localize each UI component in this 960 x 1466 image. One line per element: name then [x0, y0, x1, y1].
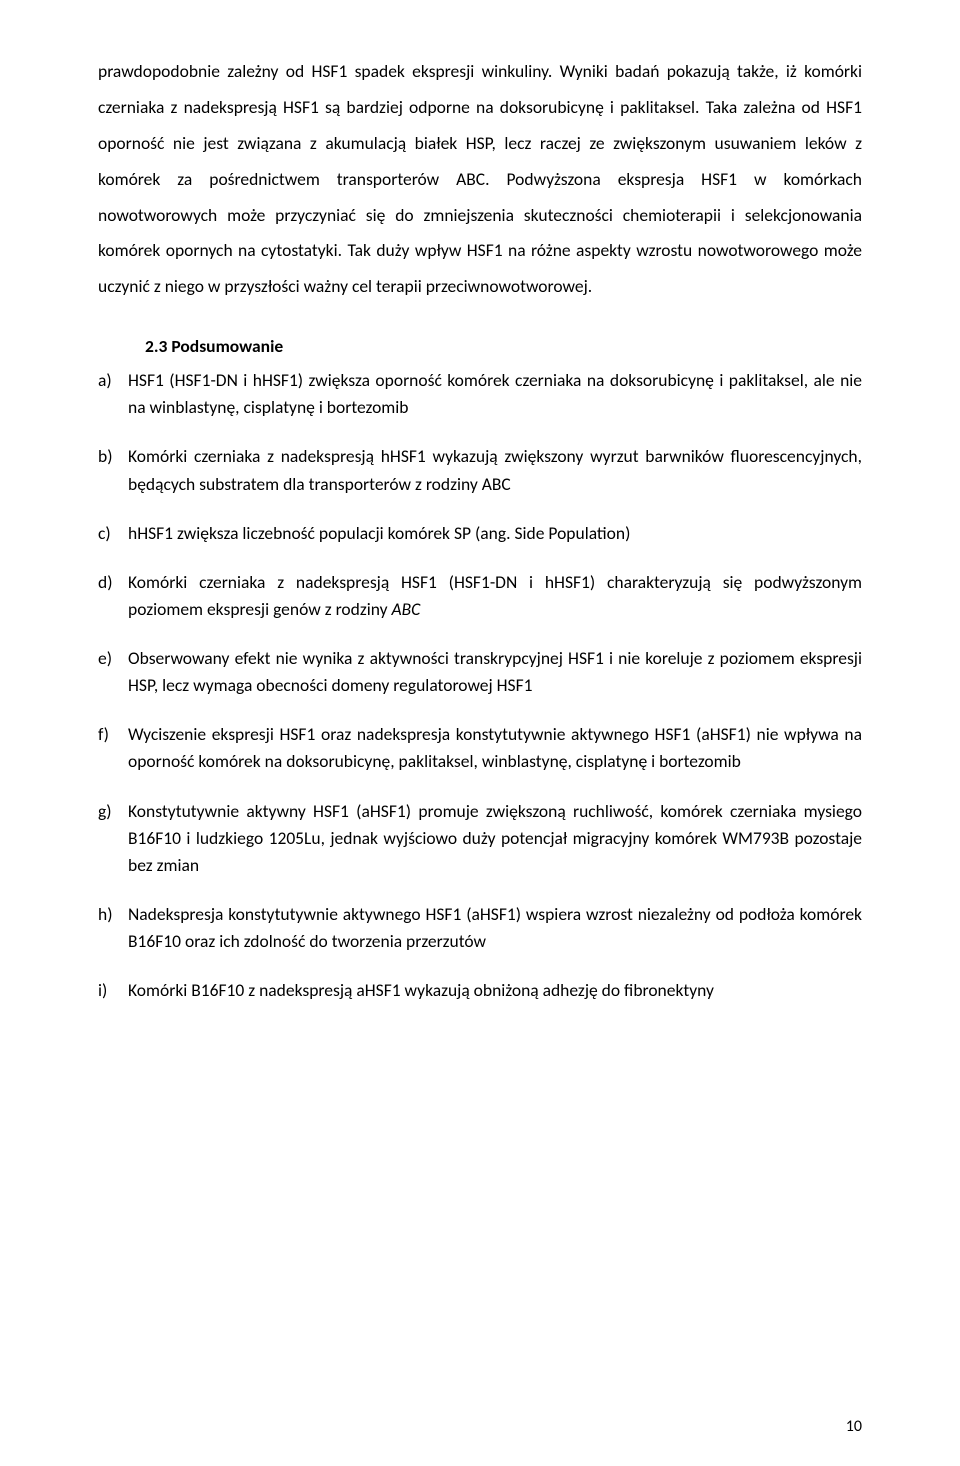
body-paragraph-1: prawdopodobnie zależny od HSF1 spadek ek…: [98, 54, 862, 305]
list-item: a) HSF1 (HSF1-DN i hHSF1) zwiększa oporn…: [98, 367, 862, 421]
list-marker: b): [98, 443, 113, 470]
list-marker: i): [98, 977, 107, 1004]
list-text: HSF1 (HSF1-DN i hHSF1) zwiększa oporność…: [128, 369, 862, 418]
list-text: Obserwowany efekt nie wynika z aktywnośc…: [128, 647, 862, 696]
list-marker: h): [98, 901, 113, 928]
list-marker: g): [98, 798, 112, 825]
list-item: d) Komórki czerniaka z nadekspresją HSF1…: [98, 569, 862, 623]
list-item: g) Konstytutywnie aktywny HSF1 (aHSF1) p…: [98, 798, 862, 879]
list-marker: f): [98, 721, 109, 748]
list-text: Nadekspresja konstytutywnie aktywnego HS…: [128, 903, 862, 952]
list-text: Komórki czerniaka z nadekspresją HSF1 (H…: [128, 571, 862, 620]
list-item: f) Wyciszenie ekspresji HSF1 oraz nadeks…: [98, 721, 862, 775]
list-text: hHSF1 zwiększa liczebność populacji komó…: [128, 522, 630, 544]
list-text: Komórki B16F10 z nadekspresją aHSF1 wyka…: [128, 979, 714, 1001]
list-text: Konstytutywnie aktywny HSF1 (aHSF1) prom…: [128, 800, 862, 876]
list-item: h) Nadekspresja konstytutywnie aktywnego…: [98, 901, 862, 955]
list-item: b) Komórki czerniaka z nadekspresją hHSF…: [98, 443, 862, 497]
list-marker: d): [98, 569, 113, 596]
list-text: Komórki czerniaka z nadekspresją hHSF1 w…: [128, 445, 862, 494]
subheading-2-3: 2.3 Podsumowanie: [145, 335, 862, 357]
list-marker: e): [98, 645, 112, 672]
list-marker: c): [98, 520, 111, 547]
list-item: e) Obserwowany efekt nie wynika z aktywn…: [98, 645, 862, 699]
list-text: Wyciszenie ekspresji HSF1 oraz nadekspre…: [128, 723, 862, 772]
list-item: i) Komórki B16F10 z nadekspresją aHSF1 w…: [98, 977, 862, 1004]
list-item: c) hHSF1 zwiększa liczebność populacji k…: [98, 520, 862, 547]
page-number: 10: [846, 1417, 862, 1436]
summary-list: a) HSF1 (HSF1-DN i hHSF1) zwiększa oporn…: [98, 367, 862, 1004]
list-marker: a): [98, 367, 112, 394]
